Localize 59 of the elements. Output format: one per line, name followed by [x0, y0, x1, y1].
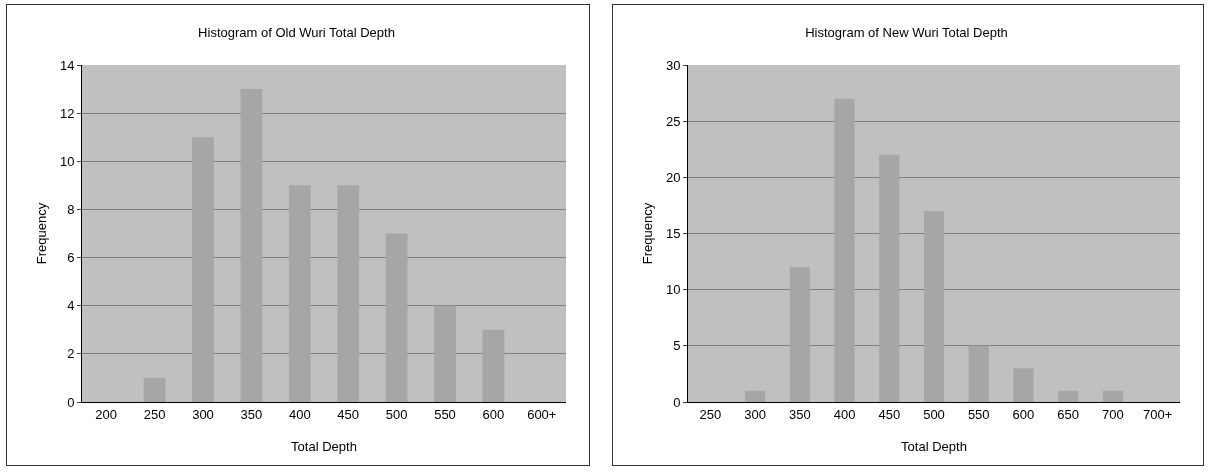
x-tick-label: 700 [1102, 406, 1124, 422]
x-tick-label: 250 [699, 406, 722, 422]
bar [834, 98, 855, 402]
x-tick-label: 550 [434, 406, 456, 422]
bar [240, 89, 263, 402]
x-axis-title: Total Depth [901, 439, 967, 454]
x-axis-title: Total Depth [291, 439, 357, 454]
x-tick-label: 600+ [527, 406, 557, 422]
chart-title: Histogram of Old Wuri Total Depth [198, 24, 395, 40]
bar [482, 329, 505, 402]
y-tick-label: 25 [665, 113, 681, 129]
chart-title: Histogram of New Wuri Total Depth [805, 24, 1008, 40]
bar [288, 185, 311, 402]
x-tick-label: 600 [482, 406, 505, 422]
y-tick-label: 14 [59, 57, 75, 73]
x-tick-label: 350 [788, 406, 811, 422]
x-tick-label: 650 [1057, 406, 1080, 422]
y-tick-label: 15 [665, 226, 681, 242]
x-tick-label: 200 [95, 406, 118, 422]
y-tick-label: 10 [59, 153, 75, 169]
bar [1058, 390, 1079, 402]
bar [789, 267, 810, 402]
y-axis-title: Frequency [34, 202, 49, 265]
y-tick-label: 0 [673, 394, 681, 410]
bar [968, 345, 989, 402]
y-tick-label: 12 [59, 105, 75, 121]
bar [337, 185, 360, 402]
x-tick-label: 550 [967, 406, 990, 422]
bar [143, 377, 166, 402]
x-tick-label: 700+ [1142, 406, 1173, 422]
x-tick-label: 450 [878, 406, 901, 422]
x-tick-label: 500 [385, 406, 408, 422]
x-tick-label: 450 [337, 406, 360, 422]
bar [879, 154, 900, 402]
x-tick-label: 500 [923, 406, 945, 422]
bar [434, 305, 456, 402]
y-tick-label: 10 [665, 282, 681, 298]
bar [923, 211, 945, 402]
bar [192, 137, 214, 402]
x-tick-label: 400 [288, 406, 311, 422]
y-tick-label: 2 [67, 346, 75, 362]
y-tick-label: 8 [67, 201, 75, 217]
y-tick-label: 4 [67, 298, 75, 314]
y-tick-label: 20 [665, 169, 681, 185]
bar [385, 233, 408, 402]
x-tick-label: 300 [192, 406, 214, 422]
bar [745, 390, 766, 402]
x-tick-label: 600 [1012, 406, 1035, 422]
y-tick-label: 30 [665, 57, 681, 73]
y-tick-label: 5 [673, 338, 681, 354]
x-tick-label: 250 [143, 406, 166, 422]
x-tick-label: 300 [744, 406, 766, 422]
y-tick-label: 0 [67, 394, 75, 410]
y-tick-label: 6 [67, 250, 75, 266]
x-tick-label: 400 [833, 406, 856, 422]
bar [1013, 368, 1034, 402]
x-tick-label: 350 [240, 406, 263, 422]
bar [1102, 390, 1123, 402]
y-axis-title: Frequency [640, 202, 655, 265]
